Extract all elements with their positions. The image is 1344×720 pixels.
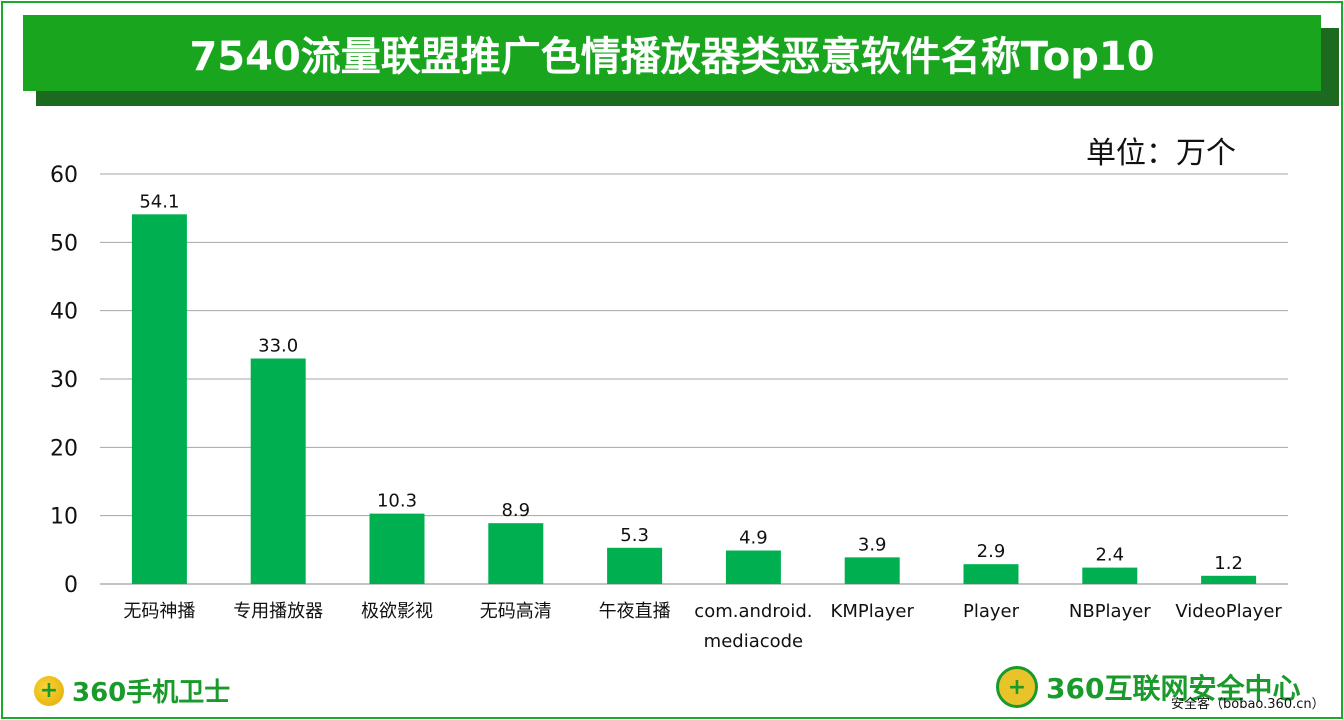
bar	[844, 557, 900, 584]
data-label: 8.9	[501, 500, 530, 521]
value-labels: 54.1 33.0 10.3 8.9 5.3 4.9 3.9 2.9 2.4 1.2	[139, 191, 1243, 573]
source-credit: 安全客（bobao.360.cn）	[1171, 697, 1325, 712]
y-tick-labels: 0 10 20 30 40 50 60	[50, 163, 78, 598]
y-tick-label: 40	[50, 300, 78, 325]
bar	[369, 513, 425, 584]
data-label: 3.9	[858, 534, 887, 555]
y-tick-label: 50	[50, 231, 78, 256]
x-tick-label: 无码高清	[480, 601, 552, 622]
data-label: 10.3	[377, 491, 417, 512]
plus-shield-icon: +	[34, 675, 64, 706]
footer-logo-360-mobile-guard: + 360手机卫士	[34, 672, 230, 709]
data-label: 2.9	[977, 541, 1006, 562]
x-tick-label: com.android.	[694, 601, 812, 622]
unit-label: 单位：万个	[1086, 136, 1236, 171]
logo-text-left: 360手机卫士	[72, 678, 231, 708]
x-tick-label: mediacode	[704, 631, 803, 652]
data-label: 33.0	[258, 336, 298, 357]
bar	[725, 550, 781, 584]
bar	[963, 564, 1019, 584]
bar	[250, 358, 306, 584]
data-label: 54.1	[139, 191, 179, 212]
logo-text-right: 360互联网安全中心	[1046, 672, 1301, 705]
y-tick-label: 30	[50, 368, 78, 393]
footer-logo-360-security-center: + 360互联网安全中心	[996, 666, 1300, 708]
x-tick-label: 午夜直播	[599, 601, 671, 622]
chart-title: 7540流量联盟推广色情播放器类恶意软件名称Top10	[23, 15, 1321, 91]
x-tick-label: KMPlayer	[831, 601, 915, 622]
x-tick-labels: 无码神播 专用播放器 极欲影视 无码高清 午夜直播 com.android. mediaco…	[123, 601, 1282, 652]
data-label: 4.9	[739, 528, 768, 549]
bar	[1082, 567, 1138, 584]
bar	[607, 547, 663, 584]
data-label: 5.3	[620, 525, 649, 546]
bar	[488, 523, 544, 584]
y-tick-label: 60	[50, 163, 78, 188]
x-tick-label: 专用播放器	[233, 601, 323, 622]
bar	[1201, 575, 1257, 584]
x-tick-label: 极欲影视	[361, 601, 433, 622]
x-tick-label: 无码神播	[123, 601, 195, 622]
x-tick-label: NBPlayer	[1069, 601, 1151, 622]
y-tick-label: 10	[50, 505, 78, 530]
emblem-icon: +	[996, 666, 1038, 708]
y-tick-label: 20	[50, 436, 78, 461]
bar	[131, 214, 187, 585]
x-tick-label: Player	[963, 601, 1020, 622]
y-tick-label: 0	[64, 573, 78, 598]
bars	[131, 214, 1257, 585]
data-label: 1.2	[1214, 553, 1243, 574]
data-label: 2.4	[1095, 545, 1124, 566]
x-tick-label: VideoPlayer	[1175, 601, 1282, 622]
